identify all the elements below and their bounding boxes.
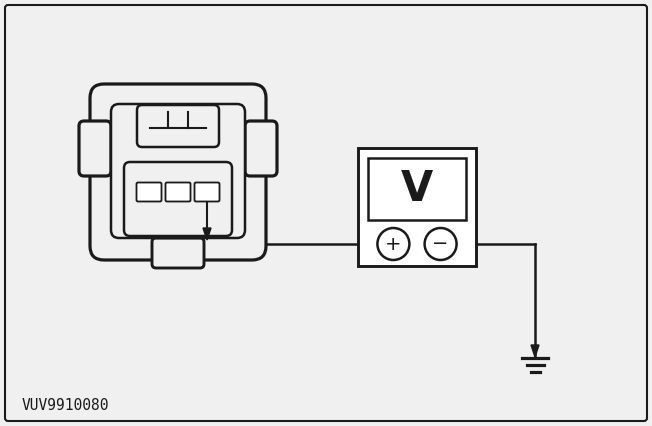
FancyBboxPatch shape — [111, 104, 245, 238]
Polygon shape — [531, 345, 539, 357]
FancyBboxPatch shape — [90, 84, 266, 260]
FancyBboxPatch shape — [79, 121, 111, 176]
Bar — [358, 148, 476, 266]
FancyBboxPatch shape — [5, 5, 647, 421]
Circle shape — [424, 228, 456, 260]
FancyBboxPatch shape — [194, 182, 220, 201]
FancyBboxPatch shape — [166, 182, 190, 201]
Text: VUV9910080: VUV9910080 — [22, 397, 110, 412]
FancyBboxPatch shape — [136, 182, 162, 201]
Text: +: + — [385, 234, 402, 253]
FancyBboxPatch shape — [152, 238, 204, 268]
FancyBboxPatch shape — [124, 162, 232, 236]
Text: V: V — [401, 168, 433, 210]
Bar — [368, 158, 466, 220]
Circle shape — [378, 228, 409, 260]
FancyBboxPatch shape — [137, 105, 219, 147]
Polygon shape — [203, 228, 211, 240]
Text: −: − — [432, 234, 449, 253]
FancyBboxPatch shape — [245, 121, 277, 176]
